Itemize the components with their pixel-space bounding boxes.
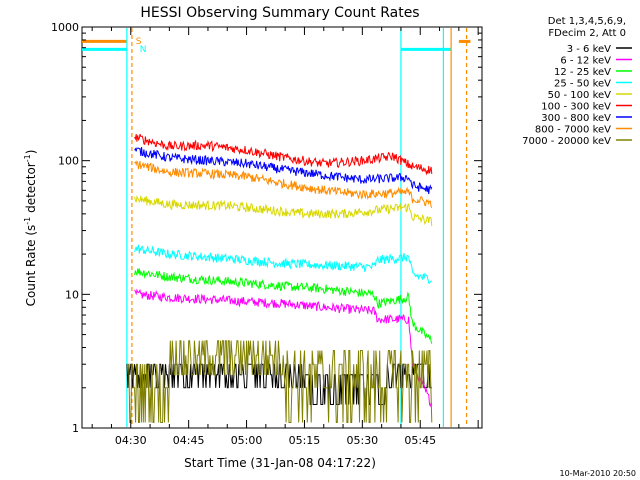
legend-entry-7: 800 - 7000 keV bbox=[535, 125, 611, 136]
plot-frame bbox=[81, 26, 483, 429]
legend-entry-0: 3 - 6 keV bbox=[567, 44, 611, 55]
x-tick-label-4: 05:30 bbox=[346, 434, 378, 447]
y-tick-label-2: 100 bbox=[58, 155, 79, 168]
series-line-7 bbox=[134, 160, 433, 208]
series-line-1 bbox=[134, 288, 433, 408]
series-line-5 bbox=[134, 133, 433, 176]
series-line-4 bbox=[134, 195, 433, 227]
y-axis-label-end: ) bbox=[24, 150, 38, 155]
plot-area: SN bbox=[81, 26, 483, 429]
x-tick-label-0: 04:30 bbox=[115, 434, 147, 447]
series-1 bbox=[134, 288, 433, 408]
series-3 bbox=[134, 243, 432, 284]
chart-title: HESSI Observing Summary Count Rates bbox=[140, 5, 419, 21]
legend-entry-4: 50 - 100 keV bbox=[548, 90, 612, 101]
series-4 bbox=[134, 195, 433, 227]
series-7 bbox=[134, 160, 433, 208]
legend-header-1: FDecim 2, Att 0 bbox=[548, 28, 626, 39]
legend-entry-8: 7000 - 20000 keV bbox=[522, 136, 611, 147]
series-line-8 bbox=[126, 340, 433, 423]
x-axis: 04:30 04:45 05:00 05:15 05:30 05:45 bbox=[91, 27, 479, 447]
annotation-n: N bbox=[140, 45, 147, 55]
x-tick-label-5: 05:45 bbox=[404, 434, 436, 447]
series-line-3 bbox=[134, 243, 432, 284]
y-axis-label-sup1: -1 bbox=[23, 217, 32, 225]
annotation-s: S bbox=[136, 37, 142, 47]
y-tick-label-1: 10 bbox=[65, 288, 79, 301]
y-axis-label-sup2: -1 bbox=[23, 154, 32, 162]
legend-entry-5: 100 - 300 keV bbox=[541, 102, 611, 113]
legend-entry-3: 25 - 50 keV bbox=[554, 79, 611, 90]
series-5 bbox=[134, 133, 433, 176]
series-2 bbox=[134, 268, 433, 344]
y-axis-label-mid: detector bbox=[24, 162, 38, 217]
x-axis-label: Start Time (31-Jan-08 04:17:22) bbox=[184, 456, 376, 470]
legend: Det 1,3,4,5,6,9,FDecim 2, Att 0 3 - 6 keV… bbox=[522, 16, 632, 147]
x-tick-label-3: 05:15 bbox=[289, 434, 321, 447]
y-axis-label: Count Rate (s-1 detector-1) bbox=[23, 150, 38, 307]
series-8 bbox=[126, 340, 433, 423]
y-axis: 1 10 100 1000 bbox=[51, 21, 482, 435]
y-tick-label-3: 1000 bbox=[51, 21, 79, 34]
timestamp: 10-Mar-2010 20:50 bbox=[560, 469, 637, 478]
x-tick-label-2: 05:00 bbox=[231, 434, 263, 447]
legend-entry-6: 300 - 800 keV bbox=[541, 113, 611, 124]
series-line-2 bbox=[134, 268, 433, 344]
legend-entry-2: 12 - 25 keV bbox=[554, 67, 611, 78]
legend-entry-1: 6 - 12 keV bbox=[560, 56, 611, 67]
series-6 bbox=[134, 147, 433, 195]
y-axis-label-main: Count Rate (s bbox=[24, 225, 38, 307]
legend-header-0: Det 1,3,4,5,6,9, bbox=[548, 16, 626, 27]
x-tick-label-1: 04:45 bbox=[173, 434, 205, 447]
y-tick-label-0: 1 bbox=[72, 422, 79, 435]
series-line-6 bbox=[134, 147, 433, 195]
